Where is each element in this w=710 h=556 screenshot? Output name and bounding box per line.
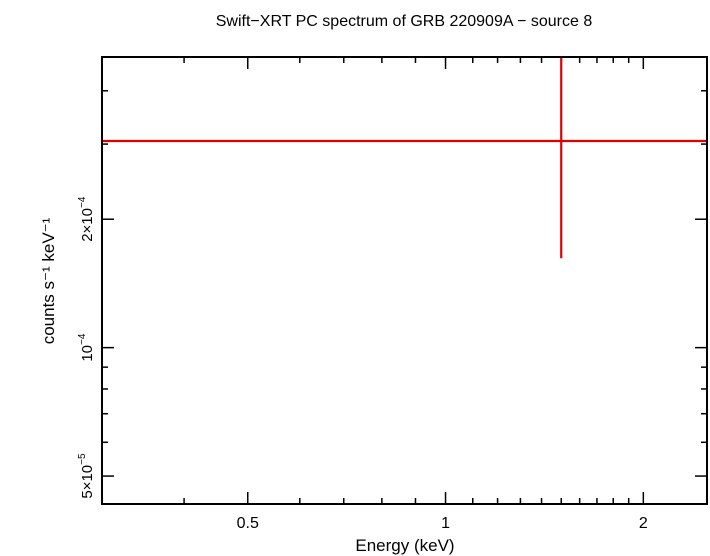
axis-ticks [101, 57, 707, 504]
data-marks [102, 57, 707, 259]
x-tick-label: 2 [639, 515, 648, 532]
y-tick-label: 2×10−4 [77, 196, 96, 242]
x-tick-label: 1 [441, 515, 450, 532]
svg-text:2×10−4: 2×10−4 [77, 196, 96, 242]
x-axis-label: Energy (keV) [355, 536, 454, 555]
axis-tick-labels: 0.5 1 2 5×10−5 10−4 2×10−4 [77, 196, 648, 532]
svg-text:10−4: 10−4 [77, 333, 96, 362]
chart-title: Swift−XRT PC spectrum of GRB 220909A − s… [216, 13, 593, 30]
plot-frame [101, 56, 708, 505]
y-tick-label: 5×10−5 [77, 453, 96, 499]
svg-text:5×10−5: 5×10−5 [77, 453, 96, 499]
x-tick-label: 0.5 [237, 515, 259, 532]
y-axis-label: counts s⁻¹ keV⁻¹ [39, 217, 58, 344]
y-tick-label: 10−4 [77, 333, 96, 362]
